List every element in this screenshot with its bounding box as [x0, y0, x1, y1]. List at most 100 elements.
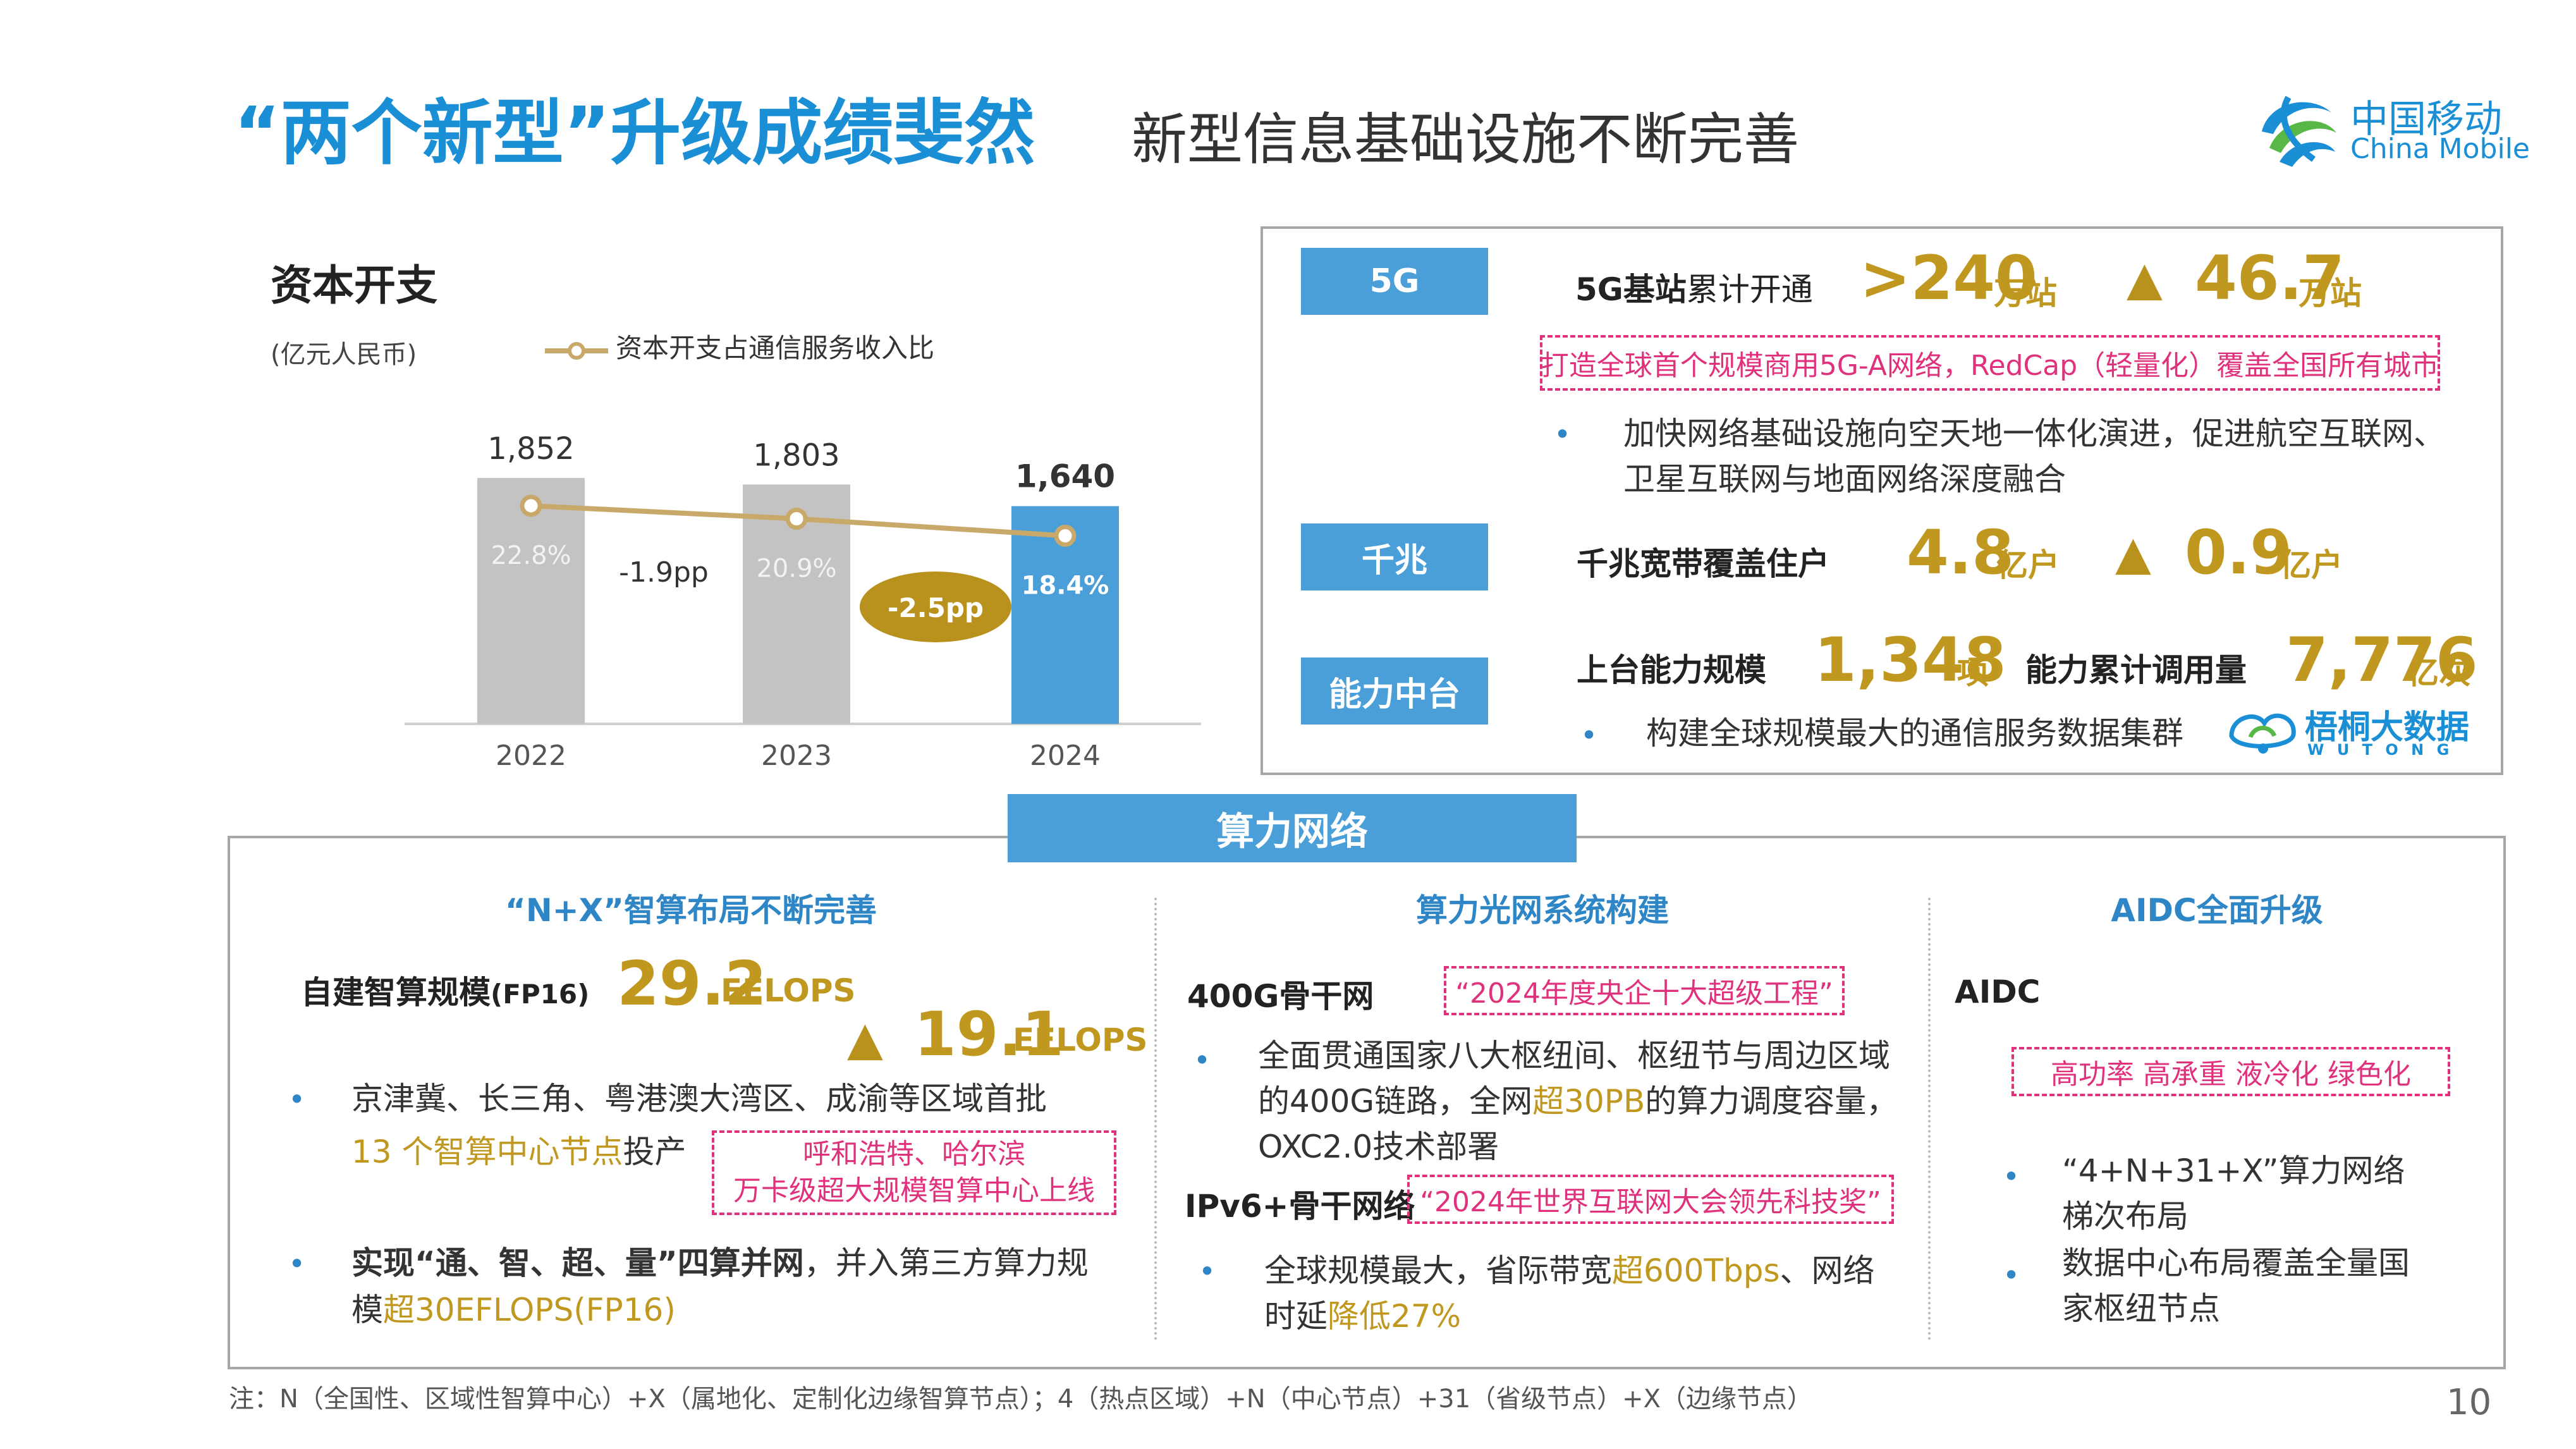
- capex-unit: (亿元人民币): [271, 340, 417, 369]
- bullet-icon: •: [1199, 1254, 1216, 1288]
- 5g-unit: 万站: [1994, 275, 2057, 312]
- col1-label-suffix: (FP16): [491, 979, 590, 1010]
- increase-triangle-icon: ▲: [2115, 526, 2151, 580]
- bullet-icon: •: [1193, 1043, 1211, 1077]
- col2-b1-line1: 全面贯通国家八大枢纽间、枢纽节与周边区域: [1258, 1037, 1890, 1074]
- tag-platform: 能力中台: [1301, 657, 1488, 724]
- col1-label: 自建智算规模(FP16): [301, 967, 589, 1013]
- bar-2022: [477, 478, 585, 724]
- 5g-label-bold: 5G基站: [1575, 271, 1687, 308]
- footnote: 注：N（全国性、区域性智算中心）+X（属地化、定制化边缘智算节点）；4（热点区域…: [229, 1385, 1813, 1414]
- x-tick-label: 2023: [761, 740, 832, 772]
- wutong-logo: 梧桐大数据 W U T O N G: [2225, 698, 2472, 767]
- col2-label1: 400G骨干网: [1187, 978, 1374, 1015]
- col3-label: AIDC: [1955, 974, 2041, 1010]
- capex-title: 资本开支: [271, 261, 437, 310]
- col2-b2-line1-pre: 全球规模最大，省际带宽: [1264, 1252, 1612, 1289]
- col1-callout-line2: 万卡级超大规模智算中心上线: [733, 1175, 1095, 1207]
- bullet-icon: •: [2003, 1258, 2020, 1292]
- ratio-point-2022: [520, 494, 542, 517]
- bullet-icon: •: [288, 1247, 306, 1281]
- col1-b1-tail: 投产: [623, 1134, 687, 1170]
- col1-label-main: 自建智算规模: [301, 974, 491, 1011]
- change-badge-2024: [860, 572, 1011, 642]
- legend-line-marker: [545, 342, 608, 360]
- col1-b2-highlight: 超30EFLOPS(FP16): [383, 1292, 676, 1328]
- col3-title: AIDC全面升级: [2111, 892, 2323, 929]
- 5g-bullet-line1: 加快网络基础设施向空天地一体化演进，促进航空互联网、: [1623, 415, 2445, 452]
- 5g-label-text: 累计开通: [1686, 271, 1813, 308]
- ratio-value-label: 18.4%: [1022, 572, 1109, 601]
- col2-b1-line2-tail: 的算力调度容量，: [1645, 1083, 1898, 1120]
- wutong-cn: 梧桐大数据: [2305, 709, 2470, 747]
- 5g-bullet-line2: 卫星互联网与地面网络深度融合: [1623, 461, 2066, 498]
- col2-b2-highlight2: 降低27%: [1328, 1298, 1462, 1335]
- col3-b1-line2: 梯次布局: [2062, 1198, 2188, 1235]
- ratio-point-2023: [785, 508, 808, 530]
- col1-b2-line2: 模超30EFLOPS(FP16): [351, 1287, 676, 1333]
- 5g-delta: 46.7: [2195, 243, 2345, 314]
- col2-callout2: “2024年世界互联网大会领先科技奖”: [1407, 1175, 1894, 1224]
- wutong-en: W U T O N G: [2307, 741, 2453, 759]
- col1-b2-bold: 实现“通、智、超、量”四算并网: [351, 1245, 804, 1281]
- bullet-icon: •: [1554, 417, 1572, 451]
- col3-b2-line2: 家枢纽节点: [2062, 1290, 2220, 1327]
- china-mobile-logo: 中国移动 China Mobile: [2250, 82, 2530, 177]
- col1-b2-line1: 实现“通、智、超、量”四算并网，并入第三方算力规: [351, 1240, 1089, 1286]
- 5g-highlight-box: 打造全球首个规模商用5G-A网络，RedCap（轻量化）覆盖全国所有城市: [1540, 335, 2440, 391]
- col2-label2: IPv6+骨干网络: [1185, 1188, 1415, 1225]
- col2-callout1: “2024年度央企十大超级工程”: [1444, 966, 1845, 1015]
- column-divider: [1154, 898, 1157, 1340]
- col1-b1-highlight: 13 个智算中心节点: [351, 1134, 623, 1170]
- 5g-label: 5G基站累计开通: [1575, 264, 1813, 310]
- x-tick-label: 2024: [1030, 740, 1101, 772]
- col1-unit: EFLOPS: [721, 972, 856, 1009]
- tag-5g: 5G: [1301, 248, 1488, 315]
- col3-b1-line1: “4+N+31+X”算力网络: [2062, 1152, 2405, 1189]
- col2-b2-line2: 时延降低27%: [1264, 1293, 1461, 1339]
- page-subtitle: 新型信息基础设施不断完善: [1132, 107, 1800, 172]
- col1-title: “N+X”智算布局不断完善: [504, 892, 877, 929]
- col1-value: 29.2: [617, 948, 767, 1019]
- platform-label1: 上台能力规模: [1577, 652, 1766, 688]
- col2-b1-line2: 的400G链路，全网超30PB的算力调度容量，: [1258, 1079, 1898, 1124]
- page-number: 10: [2446, 1382, 2492, 1423]
- gigabit-delta-unit: 亿户: [2280, 547, 2343, 584]
- platform-unit2: 亿次: [2407, 654, 2470, 691]
- china-mobile-logo-icon: [2262, 95, 2336, 167]
- col1-b1-line1: 京津冀、长三角、粤港澳大湾区、成渝等区域首批: [351, 1080, 1047, 1117]
- col1-delta: 19.1: [914, 999, 1064, 1070]
- change-label-2023: -1.9pp: [619, 556, 709, 589]
- bar-value-label: 1,852: [487, 431, 574, 467]
- 5g-delta-unit: 万站: [2298, 275, 2362, 312]
- col1-callout-box: 呼和浩特、哈尔滨 万卡级超大规模智算中心上线: [712, 1130, 1116, 1215]
- col2-b2-highlight1: 超600Tbps: [1612, 1252, 1780, 1289]
- col2-title: 算力光网系统构建: [1416, 892, 1669, 929]
- capex-chart: 1,852 2022 22.8% 1,803 2023 20.9% 1,640 2024 18.…: [405, 431, 1201, 772]
- compute-header: 算力网络: [1008, 794, 1577, 862]
- platform-value2: 7,776: [2286, 625, 2478, 695]
- col1-callout-line1: 呼和浩特、哈尔滨: [803, 1138, 1025, 1170]
- wutong-logo-icon: [2229, 713, 2296, 754]
- col2-b1-line2-pre: 的400G链路，全网: [1258, 1083, 1533, 1120]
- increase-triangle-icon: ▲: [2127, 252, 2163, 306]
- legend-label: 资本开支占通信服务收入比: [616, 333, 935, 364]
- col2-b1-highlight: 超30PB: [1532, 1083, 1645, 1120]
- logo-en: China Mobile: [2350, 133, 2530, 165]
- col2-b2-line1-tail: 、网络: [1779, 1252, 1875, 1289]
- col1-delta-unit: EFLOPS: [1013, 1022, 1148, 1058]
- network-panel: [1261, 226, 2503, 775]
- bullet-icon: •: [288, 1082, 306, 1116]
- platform-unit1: 项: [1957, 654, 1989, 691]
- tag-gigabit: 千兆: [1301, 523, 1488, 590]
- ratio-value-label: 20.9%: [756, 554, 836, 584]
- col1-b1-line2: 13 个智算中心节点投产: [351, 1129, 687, 1175]
- platform-bullet: 构建全球规模最大的通信服务数据集群: [1646, 715, 2183, 752]
- col2-b2-line2-pre: 时延: [1264, 1298, 1328, 1335]
- gigabit-delta: 0.9: [2185, 517, 2293, 588]
- col1-b2-tail: ，并入第三方算力规: [803, 1245, 1089, 1281]
- x-tick-label: 2022: [496, 740, 566, 772]
- col3-callout: 高功率 高承重 液冷化 绿色化: [2011, 1047, 2450, 1096]
- column-divider: [1928, 898, 1931, 1340]
- ratio-value-label: 22.8%: [491, 541, 571, 570]
